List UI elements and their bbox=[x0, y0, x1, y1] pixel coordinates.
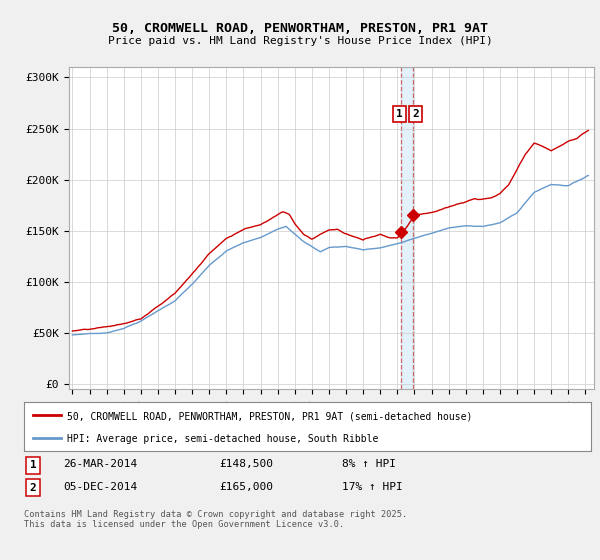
Text: HPI: Average price, semi-detached house, South Ribble: HPI: Average price, semi-detached house,… bbox=[67, 434, 378, 444]
Text: 17% ↑ HPI: 17% ↑ HPI bbox=[342, 482, 403, 492]
Text: 50, CROMWELL ROAD, PENWORTHAM, PRESTON, PR1 9AT: 50, CROMWELL ROAD, PENWORTHAM, PRESTON, … bbox=[112, 22, 488, 35]
Bar bbox=[401, 67, 413, 389]
Text: 2: 2 bbox=[412, 109, 419, 119]
Text: 50, CROMWELL ROAD, PENWORTHAM, PRESTON, PR1 9AT (semi-detached house): 50, CROMWELL ROAD, PENWORTHAM, PRESTON, … bbox=[67, 411, 472, 421]
Text: 26-MAR-2014: 26-MAR-2014 bbox=[63, 459, 137, 469]
Text: 1: 1 bbox=[29, 460, 37, 470]
Text: 05-DEC-2014: 05-DEC-2014 bbox=[63, 482, 137, 492]
Text: 1: 1 bbox=[396, 109, 403, 119]
Text: Contains HM Land Registry data © Crown copyright and database right 2025.
This d: Contains HM Land Registry data © Crown c… bbox=[24, 510, 407, 529]
Text: £165,000: £165,000 bbox=[219, 482, 273, 492]
Text: 8% ↑ HPI: 8% ↑ HPI bbox=[342, 459, 396, 469]
Text: £148,500: £148,500 bbox=[219, 459, 273, 469]
Text: Price paid vs. HM Land Registry's House Price Index (HPI): Price paid vs. HM Land Registry's House … bbox=[107, 36, 493, 46]
Text: 2: 2 bbox=[29, 483, 37, 493]
